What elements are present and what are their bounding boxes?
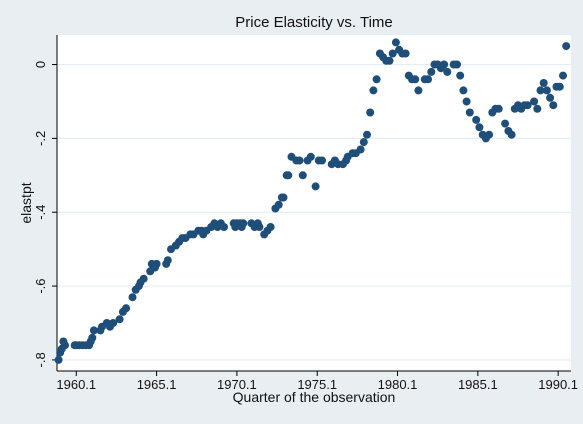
data-point	[494, 104, 503, 113]
data-point	[555, 82, 564, 91]
x-tick-label: 1990.1	[538, 377, 578, 392]
data-point	[459, 86, 468, 95]
data-points	[54, 38, 571, 364]
data-point	[239, 219, 248, 228]
data-point	[443, 67, 452, 76]
x-tick-label: 1985.1	[458, 377, 498, 392]
y-tick-label: -.2	[33, 131, 48, 146]
data-point	[465, 108, 474, 117]
data-point	[128, 293, 137, 302]
data-point	[266, 223, 275, 231]
plot-area	[57, 35, 571, 371]
x-tick-label: 1965.1	[137, 377, 177, 392]
data-point	[61, 341, 69, 350]
x-axis-title: Quarter of the observation	[233, 389, 396, 405]
x-tick-label: 1970.1	[217, 377, 257, 392]
data-point	[385, 56, 394, 65]
data-point	[530, 97, 539, 106]
data-point	[363, 130, 371, 139]
x-tick-label: 1980.1	[378, 377, 418, 392]
data-point	[306, 152, 315, 161]
data-point	[122, 304, 131, 313]
data-point	[295, 156, 304, 165]
data-point	[369, 86, 378, 95]
data-point	[453, 60, 461, 69]
data-point	[549, 101, 558, 110]
data-point	[472, 115, 481, 124]
y-tick-label: -.6	[33, 278, 48, 293]
data-point	[424, 75, 432, 84]
y-tick-label: -.4	[33, 205, 48, 220]
data-point	[89, 326, 98, 335]
y-tick-label: 0	[33, 61, 48, 68]
x-tick-label: 1960.1	[56, 377, 96, 392]
y-axis-title: elastpt	[18, 182, 34, 223]
data-point	[546, 93, 555, 102]
data-point	[456, 71, 465, 80]
data-point	[523, 101, 532, 110]
data-point	[274, 200, 283, 209]
data-point	[401, 49, 410, 58]
data-point	[475, 123, 484, 132]
y-tick-label: -.8	[33, 352, 48, 367]
data-point	[485, 130, 494, 139]
data-point	[284, 171, 293, 180]
data-point	[109, 319, 118, 327]
data-point	[255, 223, 264, 231]
data-point	[536, 86, 545, 95]
data-point	[372, 75, 381, 84]
data-point	[388, 49, 397, 58]
axes: 0 -.2 -.4 -.6 -.8 1960.1 1965.1 1970.1 1975.1 198…	[33, 35, 578, 392]
chart-title: Price Elasticity vs. Time	[235, 14, 393, 31]
data-point	[311, 182, 320, 191]
data-point	[559, 71, 567, 80]
data-point	[139, 274, 148, 283]
data-point	[163, 256, 172, 265]
data-point	[507, 130, 516, 139]
data-point	[318, 156, 326, 165]
data-point	[539, 79, 548, 87]
data-point	[414, 86, 423, 95]
data-point	[501, 119, 510, 128]
data-point	[115, 315, 124, 324]
data-point	[562, 42, 571, 51]
data-point	[220, 223, 228, 231]
data-point	[533, 104, 542, 113]
data-point	[88, 333, 97, 342]
data-point	[440, 60, 449, 69]
data-point	[298, 171, 307, 180]
data-point	[359, 138, 368, 147]
data-point	[391, 38, 400, 47]
data-point	[279, 193, 288, 202]
data-point	[542, 86, 551, 95]
data-point	[356, 145, 365, 154]
data-point	[54, 355, 63, 364]
data-point	[366, 108, 375, 117]
data-point	[462, 97, 471, 106]
x-tick-label: 1975.1	[297, 377, 337, 392]
data-point	[411, 75, 420, 84]
data-point	[427, 67, 436, 76]
data-point	[152, 259, 161, 268]
